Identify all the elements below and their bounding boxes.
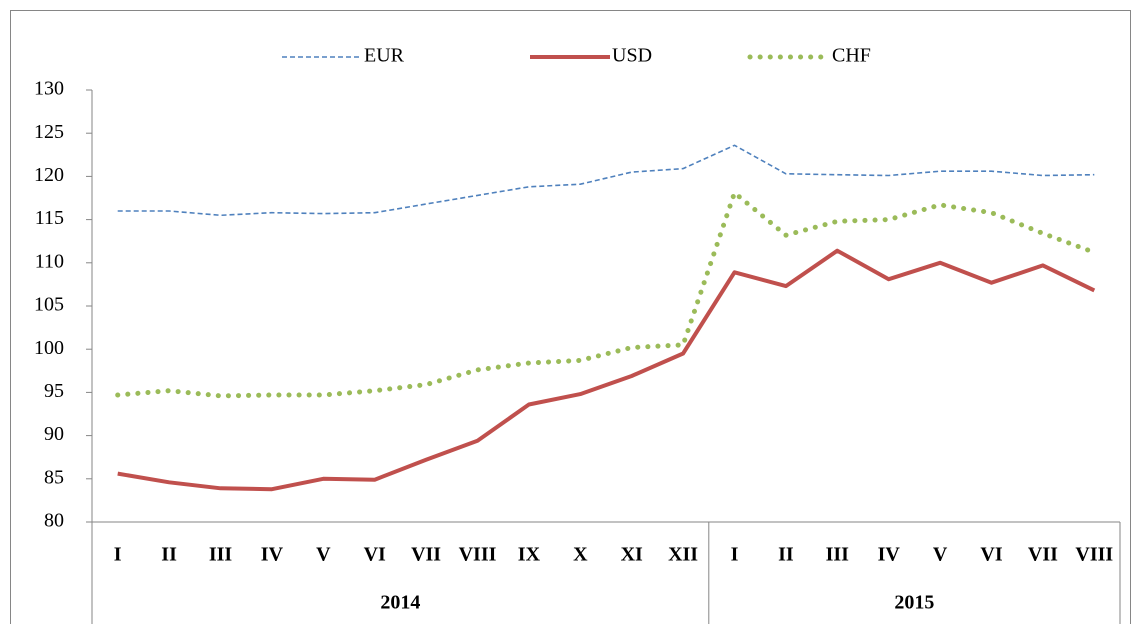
series-line <box>115 190 1097 399</box>
y-tick-label: 85 <box>44 466 64 488</box>
x-tick-label: I <box>114 544 122 566</box>
x-tick-label: IV <box>261 544 284 566</box>
x-tick-label: VIII <box>459 544 497 566</box>
y-tick-label: 105 <box>34 294 64 316</box>
y-tick-label: 130 <box>34 78 64 100</box>
y-tick-label: 100 <box>34 337 64 359</box>
y-tick-label: 120 <box>34 164 64 186</box>
x-tick-label: II <box>778 544 794 566</box>
y-tick-label: 115 <box>35 207 64 229</box>
legend-label: CHF <box>832 45 871 67</box>
series-line <box>117 144 1095 217</box>
y-tick-label: 95 <box>44 380 64 402</box>
y-tick-label: 125 <box>34 121 64 143</box>
group-label: 2014 <box>380 592 420 614</box>
x-tick-label: III <box>209 544 233 566</box>
chart-border <box>10 10 1131 624</box>
legend-label: USD <box>612 45 652 67</box>
x-tick-label: VI <box>364 544 386 566</box>
x-tick-label: VII <box>1028 544 1058 566</box>
x-tick-label: XII <box>668 544 698 566</box>
x-tick-label: V <box>316 544 331 566</box>
x-tick-label: VI <box>980 544 1002 566</box>
x-tick-label: II <box>161 544 177 566</box>
x-tick-label: IX <box>518 544 541 566</box>
x-tick-label: X <box>573 544 588 566</box>
y-tick-label: 80 <box>44 510 64 532</box>
y-tick-label: 90 <box>44 423 64 445</box>
y-tick-label: 110 <box>35 250 64 272</box>
series-line <box>117 248 1096 492</box>
x-tick-label: V <box>933 544 948 566</box>
x-tick-label: XI <box>621 544 643 566</box>
x-tick-label: IV <box>878 544 901 566</box>
x-tick-label: III <box>826 544 850 566</box>
group-label: 2015 <box>894 592 934 614</box>
x-tick-label: I <box>731 544 739 566</box>
x-tick-label: VII <box>411 544 441 566</box>
legend-label: EUR <box>364 45 405 67</box>
x-tick-label: VIII <box>1075 544 1113 566</box>
